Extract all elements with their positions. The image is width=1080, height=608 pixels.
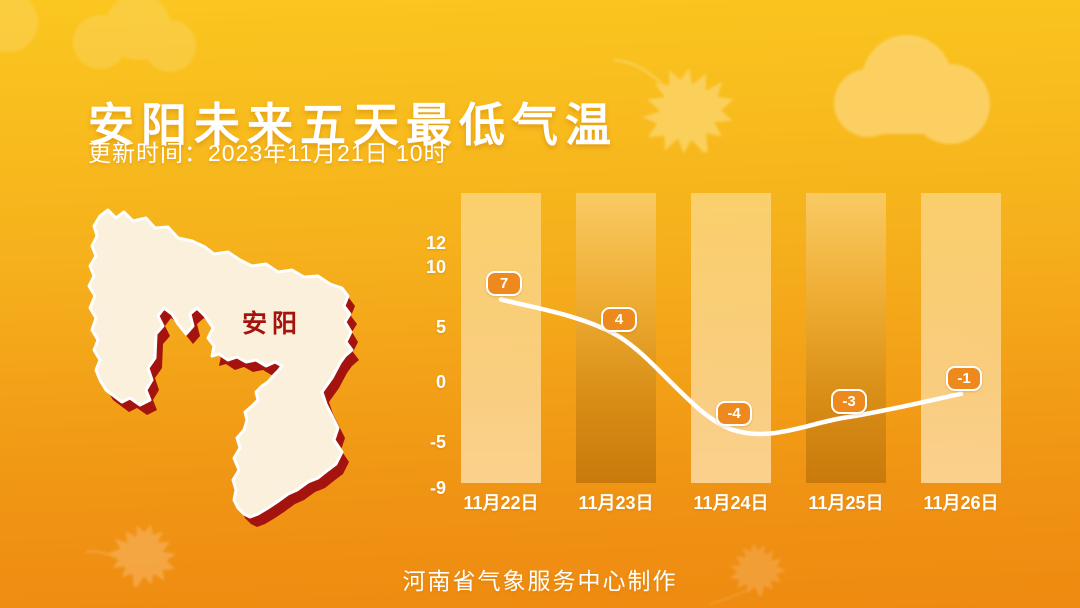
temperature-line-chart <box>498 297 964 437</box>
page-title: 安阳未来五天最低气温 <box>88 98 618 151</box>
x-axis-label: 11月26日 <box>923 493 999 513</box>
x-axis-label: 11月25日 <box>808 493 884 513</box>
x-axis-label: 11月23日 <box>578 493 654 513</box>
credit-text: 河南省气象服务中心制作 <box>402 568 678 594</box>
anyang-map <box>87 208 359 527</box>
day-column <box>806 193 886 483</box>
y-axis-tick: -5 <box>429 432 446 452</box>
y-axis-tick: 5 <box>435 317 446 337</box>
temperature-value-badge: 7 <box>486 271 522 297</box>
map-shape <box>87 208 359 527</box>
maple-leaf-icon <box>613 50 749 172</box>
temperature-value-badge: -1 <box>946 365 982 391</box>
x-axis-label: 11月24日 <box>693 493 769 513</box>
map-region-label: 安阳 <box>242 310 303 338</box>
day-column <box>576 193 656 483</box>
cloud-icon <box>834 35 990 144</box>
temperature-value-badge: -3 <box>831 389 867 415</box>
temperature-value-badge: -4 <box>716 401 752 427</box>
temperature-value-badge: 4 <box>601 306 637 332</box>
x-axis-label: 11月22日 <box>463 493 539 513</box>
y-axis-tick: 10 <box>425 257 446 277</box>
cloud-icon <box>0 0 196 72</box>
y-axis-tick: 12 <box>425 233 446 253</box>
day-column <box>461 193 541 483</box>
temperature-line <box>498 297 964 437</box>
y-axis-tick: 0 <box>435 372 446 392</box>
update-time: 更新时间：2023年11月21日 10时 <box>88 140 448 166</box>
day-column <box>921 193 1001 483</box>
y-axis-tick: -9 <box>429 478 446 498</box>
